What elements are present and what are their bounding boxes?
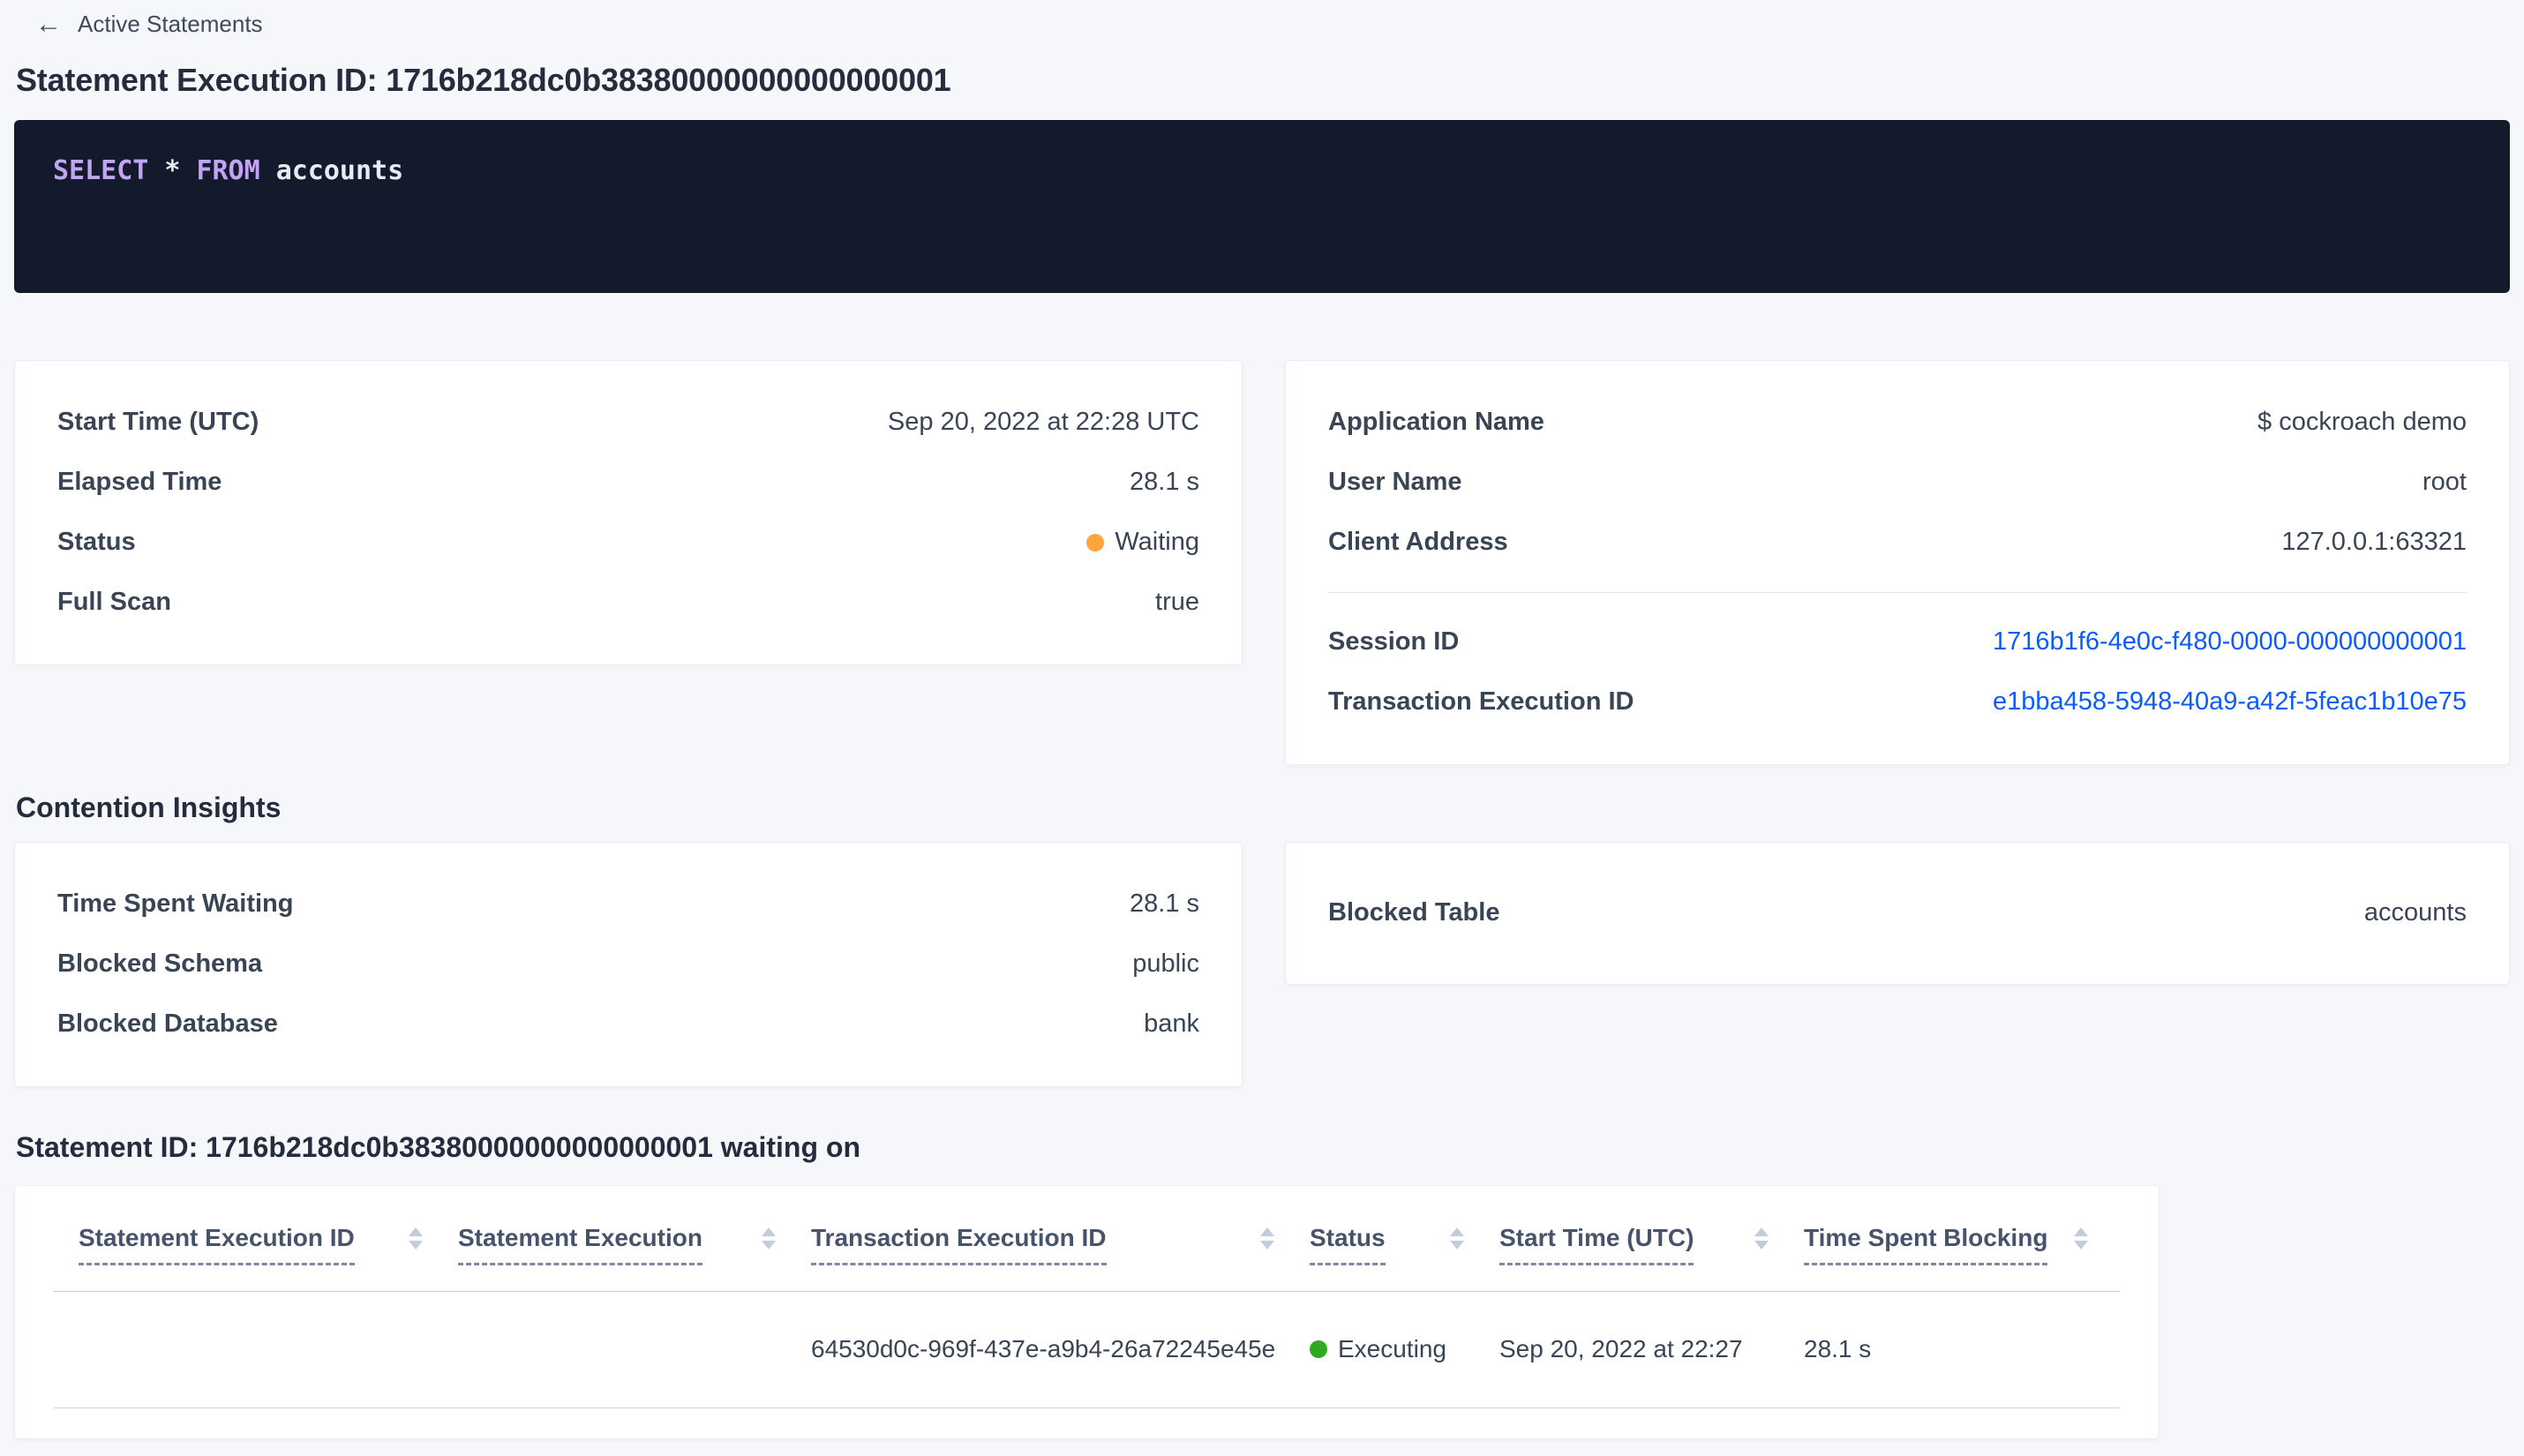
sort-arrows-icon <box>409 1227 423 1250</box>
session-id-link[interactable]: 1716b1f6-4e0c-f480-0000-000000000001 <box>1993 627 2467 656</box>
session-id-label: Session ID <box>1328 627 1460 656</box>
column-header-label: Statement Execution <box>458 1224 702 1265</box>
application-name-label: Application Name <box>1328 408 1544 436</box>
column-header-statement-execution[interactable]: Statement Execution <box>458 1224 811 1265</box>
sql-statement-box: SELECT * FROM accounts <box>14 119 2510 293</box>
table-row: 64530d0c-969f-437e-a9b4-26a72245e45e Exe… <box>54 1292 2120 1408</box>
table-header-row: Statement Execution ID Statement Executi… <box>54 1186 2120 1292</box>
back-link[interactable]: ← Active Statements <box>35 11 263 38</box>
user-name-value: root <box>2423 468 2467 496</box>
executing-status-dot-icon <box>1310 1340 1327 1358</box>
column-header-label: Statement Execution ID <box>79 1224 355 1265</box>
elapsed-time-row: Elapsed Time 28.1 s <box>57 453 1199 513</box>
summary-cards: Start Time (UTC) Sep 20, 2022 at 22:28 U… <box>14 359 2510 765</box>
cell-status: Executing <box>1310 1335 1499 1363</box>
sort-arrows-icon <box>2074 1227 2088 1250</box>
column-header-label: Status <box>1310 1224 1386 1265</box>
contention-cards: Time Spent Waiting 28.1 s Blocked Schema… <box>14 841 2510 1087</box>
full-scan-row: Full Scan true <box>57 573 1199 633</box>
blocked-table-card: Blocked Table accounts <box>1285 841 2510 985</box>
sort-arrows-icon <box>1450 1227 1464 1250</box>
sql-keyword-select: SELECT <box>53 154 149 186</box>
execution-details-card: Start Time (UTC) Sep 20, 2022 at 22:28 U… <box>14 359 1243 665</box>
client-address-row: Client Address 127.0.0.1:63321 <box>1328 513 2467 573</box>
status-row: Status Waiting <box>57 513 1199 573</box>
sql-statement: SELECT * FROM accounts <box>53 155 2471 186</box>
blocked-schema-label: Blocked Schema <box>57 949 263 978</box>
elapsed-time-label: Elapsed Time <box>57 468 222 496</box>
start-time-label: Start Time (UTC) <box>57 408 259 436</box>
start-time-value: Sep 20, 2022 at 22:28 UTC <box>887 408 1199 436</box>
waiting-status-dot-icon <box>1086 533 1105 552</box>
sort-arrows-icon <box>1260 1227 1274 1250</box>
blocked-schema-row: Blocked Schema public <box>57 934 1199 994</box>
sql-keyword-from: FROM <box>196 154 260 186</box>
blocked-table-value: accounts <box>2363 898 2467 927</box>
back-arrow-icon: ← <box>35 9 62 39</box>
column-header-transaction-execution-id[interactable]: Transaction Execution ID <box>811 1224 1310 1265</box>
contention-details-card: Time Spent Waiting 28.1 s Blocked Schema… <box>14 841 1243 1087</box>
time-spent-waiting-row: Time Spent Waiting 28.1 s <box>57 874 1199 934</box>
elapsed-time-value: 28.1 s <box>1130 468 1199 496</box>
status-value: Waiting <box>1115 528 1199 556</box>
time-spent-waiting-value: 28.1 s <box>1130 889 1199 918</box>
contention-insights-heading: Contention Insights <box>16 791 282 823</box>
sort-arrows-icon <box>762 1227 776 1250</box>
client-address-value: 127.0.0.1:63321 <box>2281 528 2467 556</box>
blocked-database-label: Blocked Database <box>57 1009 278 1038</box>
card-divider <box>1328 591 2467 593</box>
back-link-label: Active Statements <box>78 11 263 37</box>
application-name-value: $ cockroach demo <box>2257 408 2467 436</box>
client-address-label: Client Address <box>1328 528 1508 556</box>
blocked-table-label: Blocked Table <box>1328 898 1500 927</box>
user-name-label: User Name <box>1328 468 1462 496</box>
full-scan-label: Full Scan <box>57 588 171 616</box>
cell-start-time: Sep 20, 2022 at 22:27 <box>1499 1335 1743 1362</box>
page-title: Statement Execution ID: 1716b218dc0b3838… <box>16 61 951 98</box>
blocked-schema-value: public <box>1132 949 1199 978</box>
status-badge: Waiting <box>1086 528 1199 557</box>
session-details-card: Application Name $ cockroach demo User N… <box>1285 359 2510 765</box>
user-name-row: User Name root <box>1328 453 2467 513</box>
column-header-statement-execution-id[interactable]: Statement Execution ID <box>79 1224 458 1265</box>
waiting-on-table: Statement Execution ID Statement Executi… <box>14 1184 2160 1439</box>
transaction-execution-id-label: Transaction Execution ID <box>1328 687 1634 716</box>
cell-time-spent-blocking: 28.1 s <box>1804 1335 1872 1362</box>
transaction-execution-id-row: Transaction Execution ID e1bba458-5948-4… <box>1328 672 2467 732</box>
session-id-row: Session ID 1716b1f6-4e0c-f480-0000-00000… <box>1328 612 2467 672</box>
blocked-database-row: Blocked Database bank <box>57 994 1199 1054</box>
full-scan-value: true <box>1155 588 1199 616</box>
column-header-label: Start Time (UTC) <box>1499 1224 1694 1265</box>
waiting-on-heading: Statement ID: 1716b218dc0b38380000000000… <box>16 1130 860 1163</box>
sql-star: * <box>164 154 181 186</box>
column-header-label: Transaction Execution ID <box>811 1224 1107 1265</box>
column-header-label: Time Spent Blocking <box>1804 1224 2048 1265</box>
start-time-row: Start Time (UTC) Sep 20, 2022 at 22:28 U… <box>57 393 1199 453</box>
blocked-table-row: Blocked Table accounts <box>1328 883 2467 943</box>
time-spent-waiting-label: Time Spent Waiting <box>57 889 294 918</box>
sql-table-name: accounts <box>275 154 404 186</box>
cell-status-text: Executing <box>1338 1335 1446 1362</box>
column-header-status[interactable]: Status <box>1310 1224 1499 1265</box>
blocked-database-value: bank <box>1144 1009 1199 1038</box>
application-name-row: Application Name $ cockroach demo <box>1328 393 2467 453</box>
column-header-time-spent-blocking[interactable]: Time Spent Blocking <box>1804 1224 2095 1265</box>
sort-arrows-icon <box>1754 1227 1769 1250</box>
transaction-execution-id-link[interactable]: e1bba458-5948-40a9-a42f-5feac1b10e75 <box>1993 687 2467 716</box>
cell-transaction-execution-id: 64530d0c-969f-437e-a9b4-26a72245e45e <box>811 1335 1276 1362</box>
breadcrumb: ← Active Statements <box>0 0 2524 39</box>
column-header-start-time[interactable]: Start Time (UTC) <box>1499 1224 1804 1265</box>
status-label: Status <box>57 528 136 556</box>
